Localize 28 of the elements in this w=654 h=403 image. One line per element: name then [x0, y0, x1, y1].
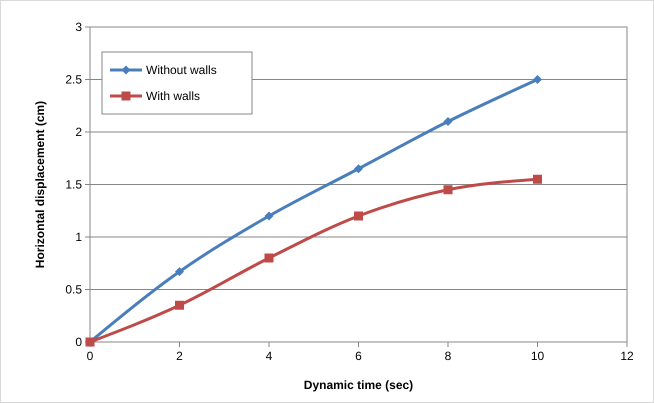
- point: [175, 300, 184, 310]
- y-axis-title: Horizontal displacement (cm): [33, 100, 47, 268]
- point: [354, 164, 363, 174]
- legend-label: Without walls: [146, 63, 217, 78]
- y-tick-label: 3: [75, 20, 82, 34]
- y-tick-label: 2: [75, 125, 82, 140]
- x-tick-label: 10: [530, 349, 544, 363]
- point: [175, 267, 184, 276]
- y-tick-label: 2.5: [65, 72, 82, 87]
- y-tick-label: 1: [75, 230, 82, 244]
- point: [354, 212, 363, 220]
- y-tick-label: 1.5: [65, 178, 82, 192]
- legend-label: With walls: [146, 89, 200, 104]
- x-tick-label: 12: [620, 349, 634, 363]
- point: [264, 212, 274, 220]
- point: [264, 254, 274, 262]
- point: [533, 75, 542, 84]
- x-axis-title: Dynamic time (sec): [304, 378, 414, 392]
- y-tick-label: 0: [75, 335, 82, 350]
- point: [533, 174, 542, 184]
- point: [444, 117, 452, 126]
- x-tick-label: 6: [355, 349, 362, 363]
- x-tick-label: 4: [266, 349, 273, 363]
- x-tick-label: 0: [86, 349, 94, 363]
- x-tick-label: 8: [444, 349, 452, 363]
- x-tick-label: 2: [176, 349, 184, 363]
- point: [444, 185, 452, 194]
- y-tick-label: 0.5: [65, 282, 82, 297]
